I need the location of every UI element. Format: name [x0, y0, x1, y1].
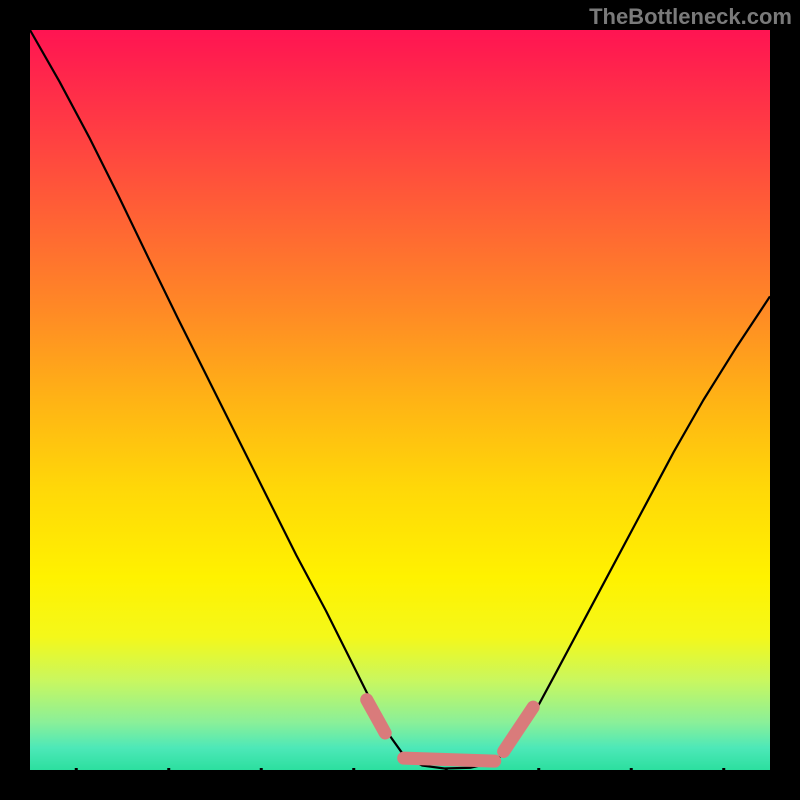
watermark-text: TheBottleneck.com: [589, 4, 792, 30]
chart-svg: [0, 0, 800, 800]
curve-highlight-1: [404, 758, 495, 761]
bottleneck-curve-chart: TheBottleneck.com: [0, 0, 800, 800]
